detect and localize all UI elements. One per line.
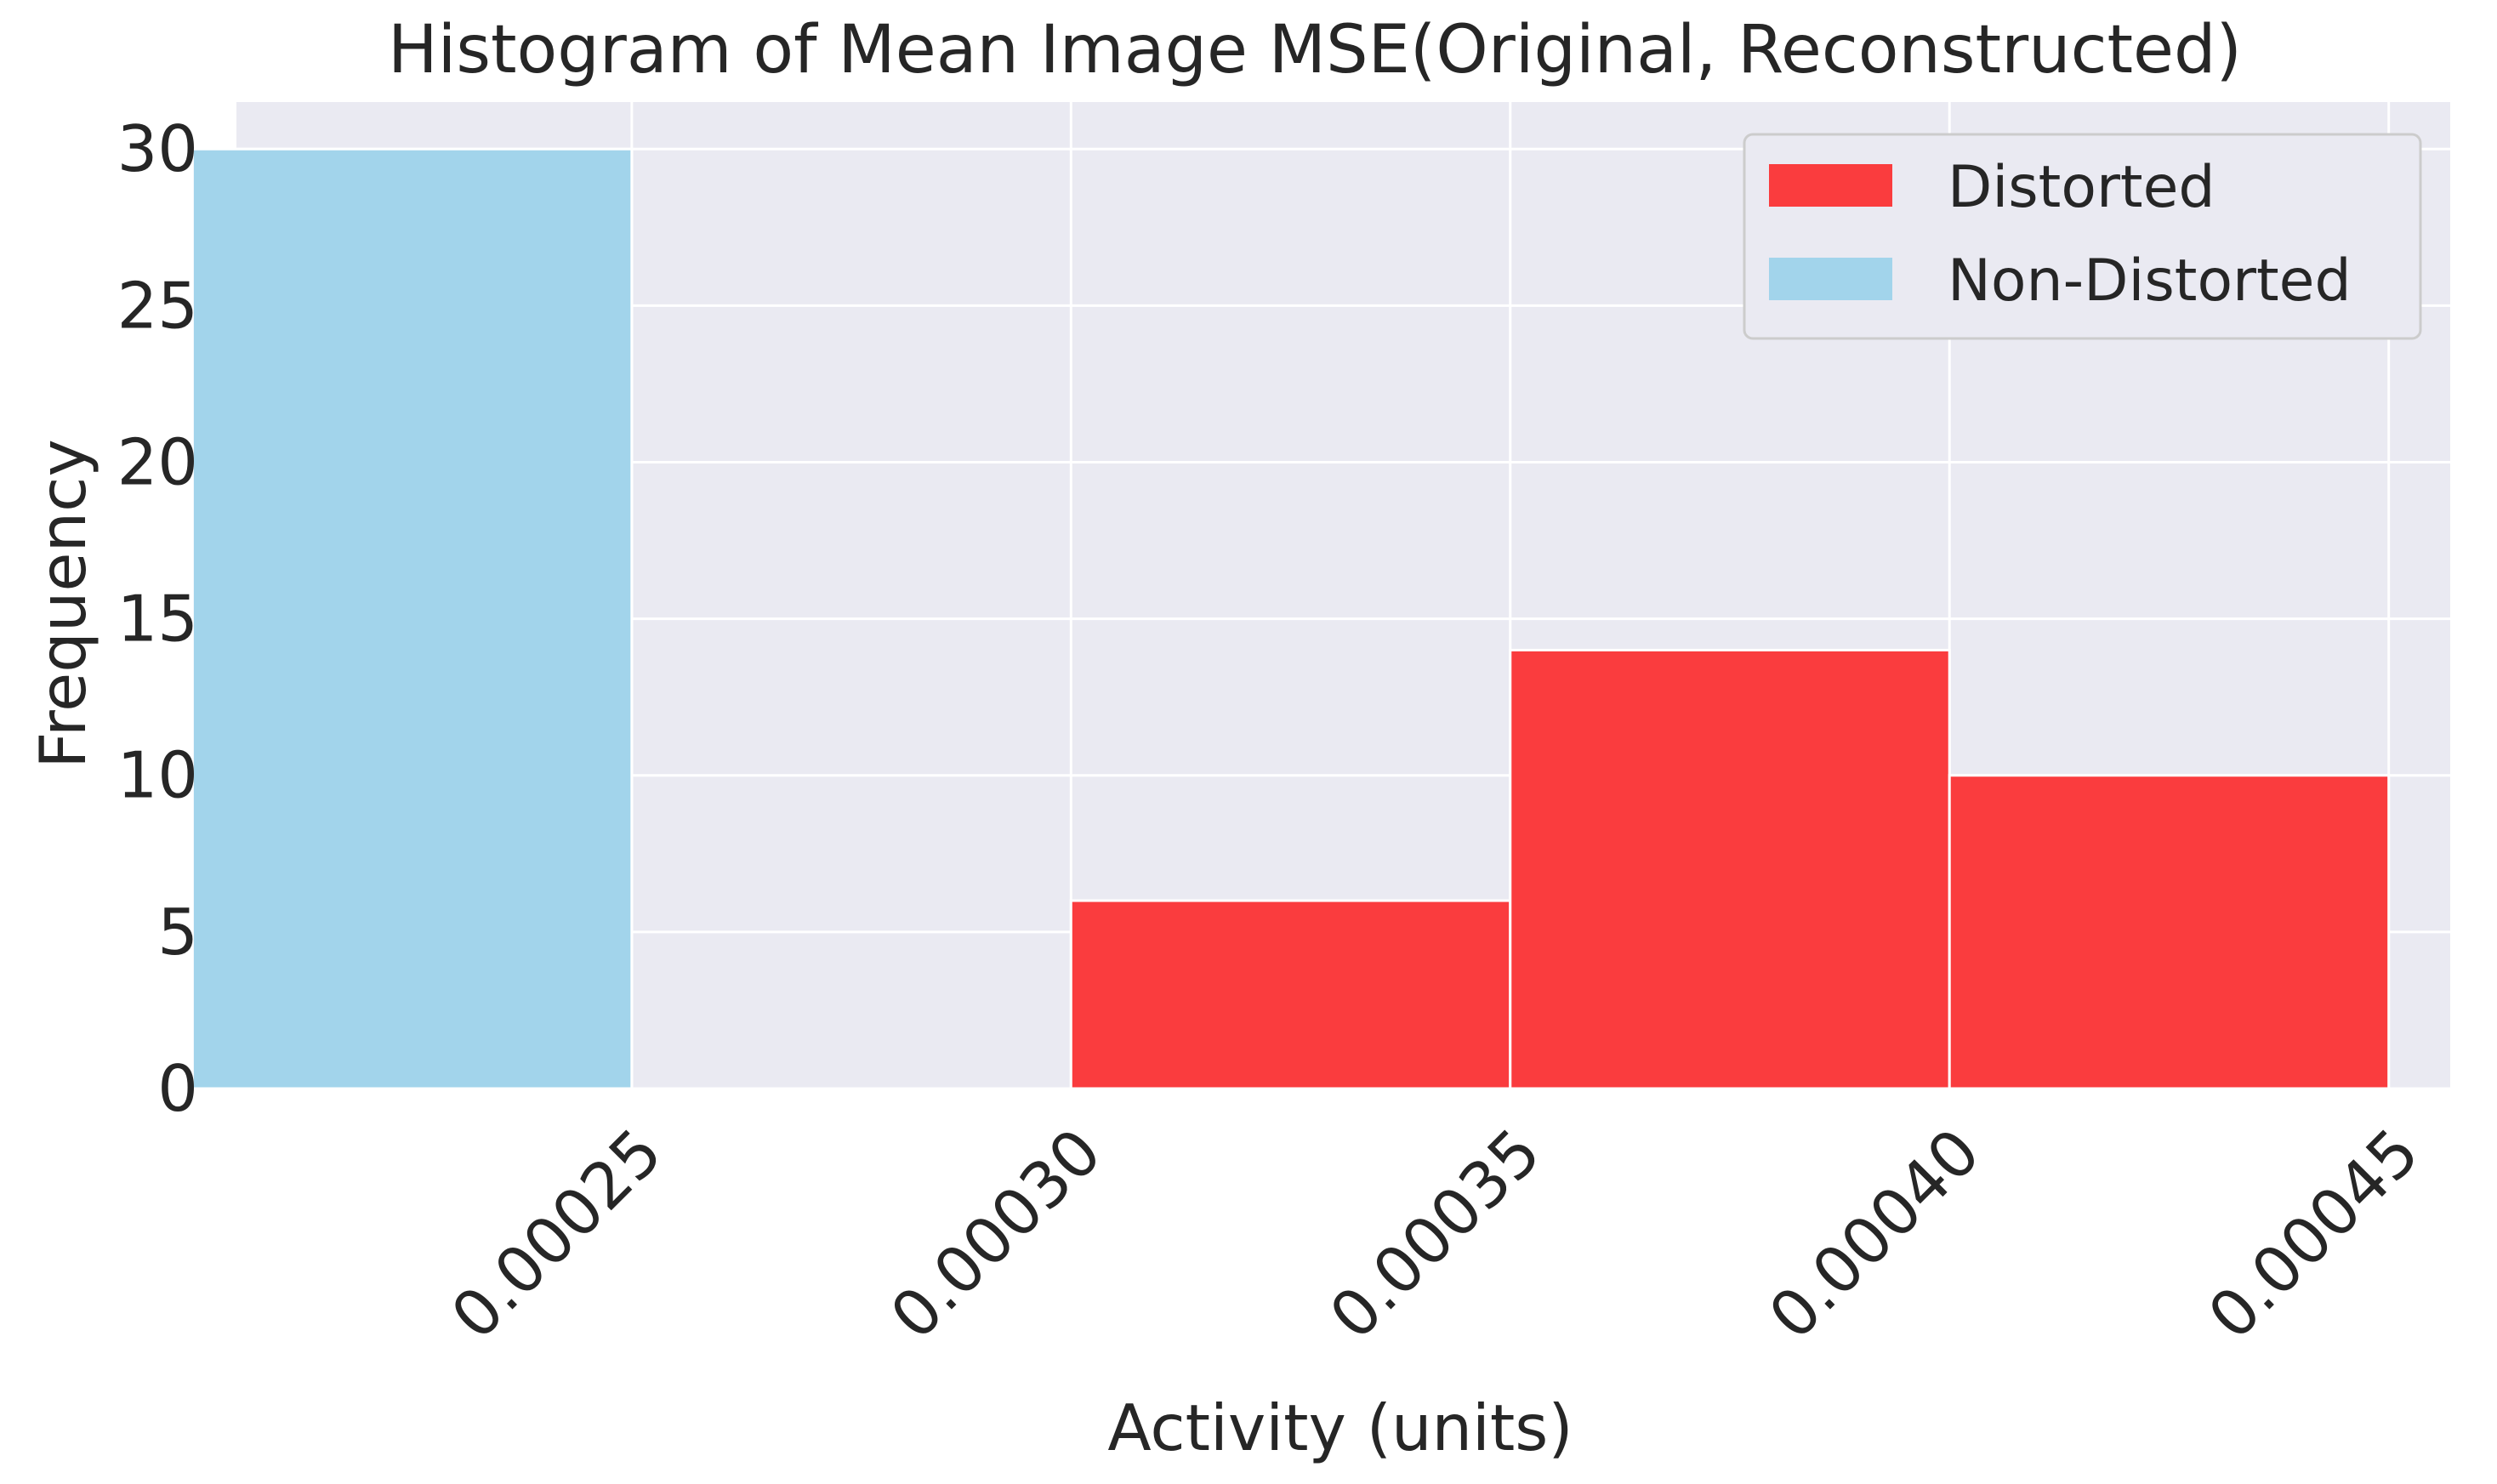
legend: Distorted Non-Distorted [1743, 133, 2422, 340]
legend-label-distorted: Distorted [1948, 154, 2215, 221]
chart-title: Histogram of Mean Image MSE(Original, Re… [388, 12, 2242, 88]
x-tick-label: 0.00025 [437, 1114, 677, 1354]
y-tick-label: 25 [117, 268, 198, 343]
y-tick-label: 10 [117, 738, 198, 813]
y-tick-label: 30 [117, 111, 198, 186]
bar-distorted-1 [1509, 648, 1951, 1090]
y-tick-label: 0 [157, 1051, 198, 1126]
y-axis-label: Frequency [26, 439, 100, 768]
bar-non-distorted-0 [191, 147, 634, 1090]
legend-swatch-non-distorted [1769, 258, 1892, 300]
x-tick-labels: 0.00025 0.00030 0.00035 0.00040 0.00045 [437, 1114, 2433, 1354]
x-tick-label: 0.00030 [876, 1114, 1116, 1354]
legend-swatch-distorted [1769, 164, 1892, 207]
x-tick-label: 0.00035 [1316, 1114, 1556, 1354]
bar-distorted-2 [1948, 774, 2391, 1090]
x-tick-label: 0.00045 [2193, 1114, 2433, 1354]
bar-distorted-0 [1069, 899, 1512, 1090]
y-tick-label: 15 [117, 582, 198, 657]
x-axis-label: Activity (units) [1107, 1390, 1573, 1465]
histogram-bars [191, 147, 2391, 1090]
legend-frame [1743, 133, 2422, 340]
legend-label-non-distorted: Non-Distorted [1948, 247, 2352, 315]
x-tick-label: 0.00040 [1755, 1114, 1994, 1354]
y-tick-label: 20 [117, 424, 198, 499]
y-tick-labels: 0 5 10 15 20 25 30 [117, 111, 198, 1126]
y-tick-label: 5 [157, 895, 198, 969]
